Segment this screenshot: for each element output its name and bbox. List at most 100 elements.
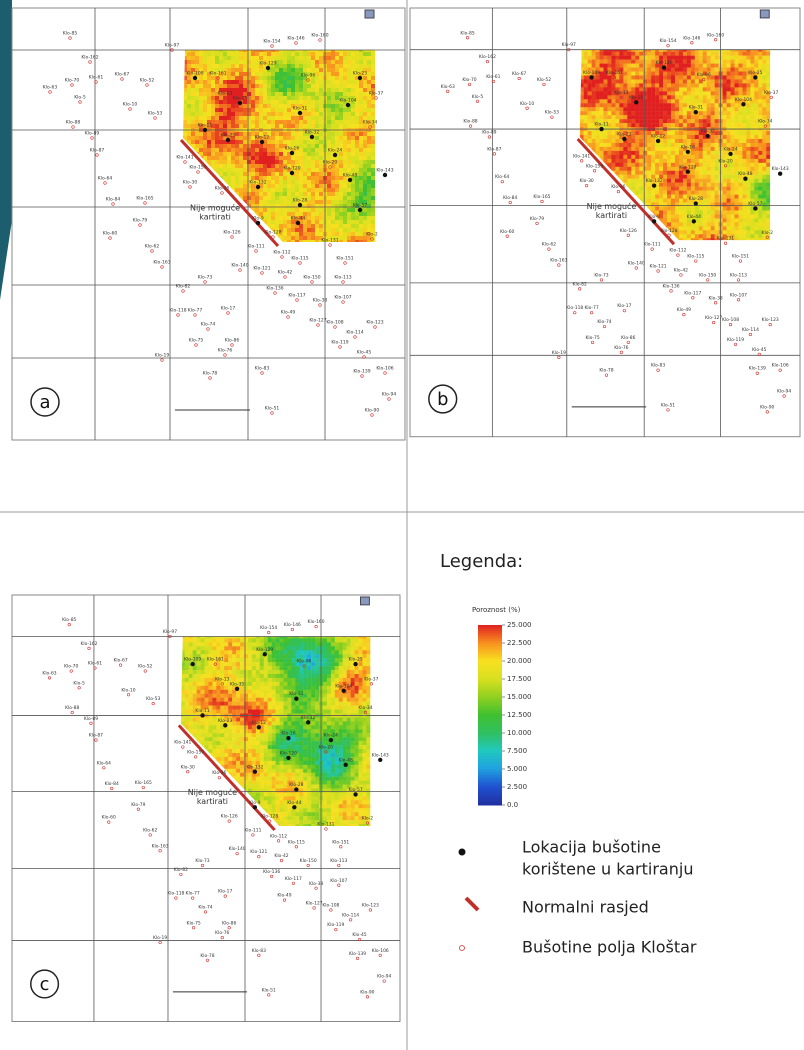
porosity-cell xyxy=(319,76,323,80)
porosity-cell xyxy=(619,64,623,68)
porosity-cell xyxy=(746,163,750,167)
porosity-cell xyxy=(335,80,339,84)
porosity-cell xyxy=(627,167,631,171)
porosity-cell xyxy=(580,131,584,135)
porosity-cell xyxy=(663,171,667,175)
porosity-cell xyxy=(291,204,295,208)
porosity-cell xyxy=(766,56,770,60)
porosity-cell xyxy=(766,218,770,222)
porosity-cell xyxy=(639,123,643,127)
porosity-cell xyxy=(766,72,770,76)
porosity-cell xyxy=(351,228,355,232)
porosity-cell xyxy=(735,72,739,76)
porosity-cell xyxy=(639,191,643,195)
porosity-cell xyxy=(355,116,359,120)
porosity-cell xyxy=(588,91,592,95)
porosity-cell xyxy=(723,99,727,103)
porosity-cell xyxy=(635,87,639,91)
porosity-cell xyxy=(207,152,211,156)
porosity-cell xyxy=(750,79,754,83)
porosity-cell xyxy=(695,83,699,87)
porosity-cell xyxy=(762,107,766,111)
porosity-cell xyxy=(750,111,754,115)
porosity-cell xyxy=(675,187,679,191)
porosity-cell xyxy=(766,175,770,179)
well-label: Klo-42 xyxy=(278,270,293,276)
porosity-cell xyxy=(227,180,231,184)
porosity-cell xyxy=(703,83,707,87)
porosity-cell xyxy=(639,72,643,76)
porosity-cell xyxy=(347,144,351,148)
well-label: Klo-123 xyxy=(366,320,383,326)
porosity-cell xyxy=(311,124,315,128)
porosity-cell xyxy=(754,60,758,64)
porosity-cell xyxy=(251,96,255,100)
porosity-cell xyxy=(303,180,307,184)
porosity-cell xyxy=(307,172,311,176)
porosity-cell xyxy=(363,176,367,180)
porosity-cell xyxy=(311,164,315,168)
porosity-cell xyxy=(311,172,315,176)
porosity-cell xyxy=(279,136,283,140)
porosity-cell xyxy=(347,184,351,188)
well-label: Klo-23 xyxy=(221,133,236,139)
porosity-cell xyxy=(758,143,762,147)
porosity-cell xyxy=(762,147,766,151)
porosity-cell xyxy=(639,183,643,187)
porosity-cell xyxy=(287,204,291,208)
porosity-cell xyxy=(235,176,239,180)
porosity-cell xyxy=(758,111,762,115)
porosity-cell xyxy=(303,120,307,124)
porosity-cell xyxy=(331,108,335,112)
porosity-cell xyxy=(259,80,263,84)
well-label: Klo-165 xyxy=(136,196,153,202)
porosity-cell xyxy=(667,95,671,99)
porosity-cell xyxy=(631,179,635,183)
porosity-cell xyxy=(347,120,351,124)
porosity-cell xyxy=(263,144,267,148)
porosity-cell xyxy=(600,103,604,107)
porosity-cell xyxy=(671,139,675,143)
porosity-cell xyxy=(291,76,295,80)
porosity-cell xyxy=(319,80,323,84)
porosity-cell xyxy=(715,107,719,111)
porosity-cell xyxy=(735,195,739,199)
porosity-cell xyxy=(699,191,703,195)
porosity-cell xyxy=(735,115,739,119)
porosity-cell xyxy=(307,96,311,100)
porosity-cell xyxy=(363,80,367,84)
porosity-cell xyxy=(367,108,371,112)
porosity-cell xyxy=(367,52,371,56)
porosity-cell xyxy=(663,199,667,203)
porosity-cell xyxy=(703,226,707,230)
porosity-cell xyxy=(691,139,695,143)
porosity-cell xyxy=(267,156,271,160)
porosity-cell xyxy=(339,232,343,236)
porosity-cell xyxy=(596,147,600,151)
porosity-cell xyxy=(355,168,359,172)
porosity-cell xyxy=(231,148,235,152)
porosity-cell xyxy=(604,56,608,60)
porosity-cell xyxy=(659,163,663,167)
porosity-cell xyxy=(363,112,367,116)
porosity-cell xyxy=(588,139,592,143)
porosity-cell xyxy=(203,60,207,64)
porosity-cell xyxy=(347,160,351,164)
porosity-cell xyxy=(655,187,659,191)
porosity-cell xyxy=(588,111,592,115)
porosity-cell xyxy=(766,183,770,187)
porosity-cell xyxy=(735,218,739,222)
porosity-cell xyxy=(359,232,363,236)
porosity-cell xyxy=(263,188,267,192)
porosity-cell xyxy=(735,87,739,91)
porosity-cell xyxy=(639,179,643,183)
porosity-cell xyxy=(343,168,347,172)
porosity-cell xyxy=(675,222,679,226)
porosity-cell xyxy=(199,148,203,152)
porosity-cell xyxy=(715,151,719,155)
porosity-cell xyxy=(707,64,711,68)
porosity-cell xyxy=(639,111,643,115)
porosity-cell xyxy=(766,143,770,147)
porosity-cell xyxy=(604,75,608,79)
porosity-cell xyxy=(283,56,287,60)
